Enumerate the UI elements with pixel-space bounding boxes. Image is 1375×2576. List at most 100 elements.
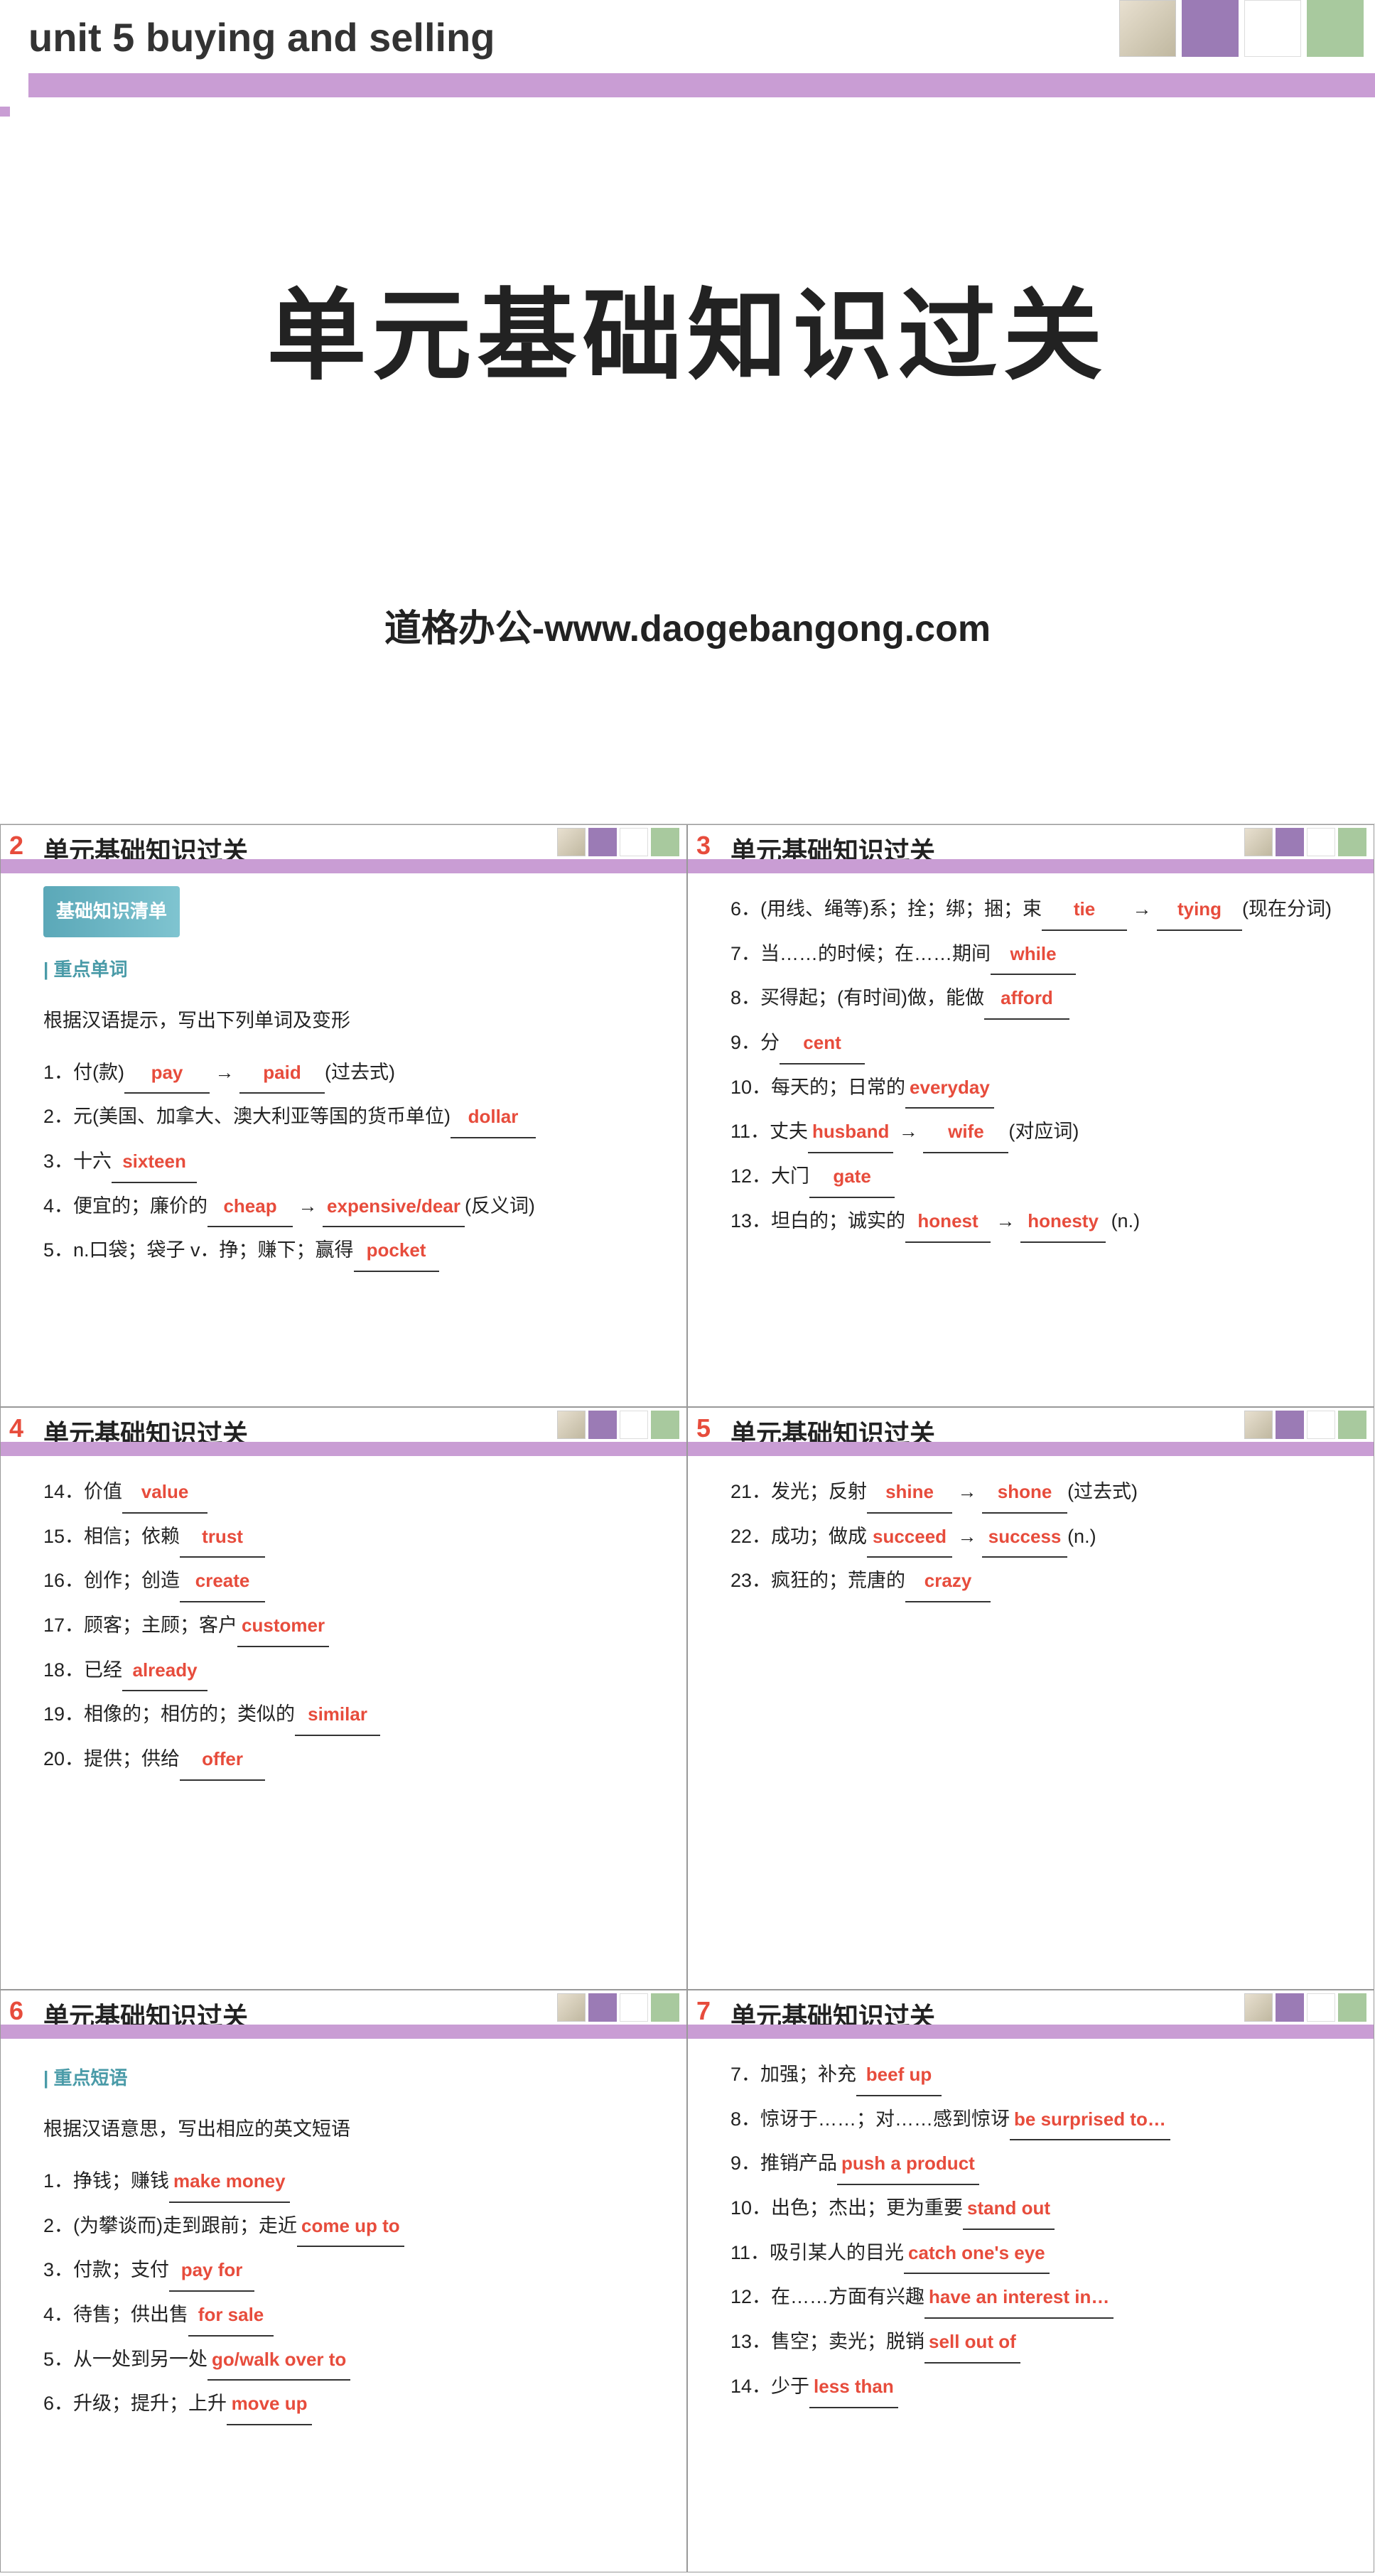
exercise-item: 17．顾客；主顾；客户customer xyxy=(43,1605,658,1647)
exercise-item: 19．相像的；相仿的；类似的similar xyxy=(43,1694,658,1736)
deco-purple-box xyxy=(588,1411,617,1439)
answer-text: while xyxy=(1010,943,1057,964)
side-deco-square xyxy=(0,107,10,117)
answer-text: expensive/dear xyxy=(327,1195,460,1217)
deco-white-box xyxy=(1244,0,1301,57)
answer-text: husband xyxy=(812,1121,889,1142)
thumb-accent-bar xyxy=(688,2025,1374,2039)
exercise-item: 9．推销产品push a product xyxy=(730,2143,1345,2185)
exercise-item: 18．已经already xyxy=(43,1650,658,1692)
answer-text: customer xyxy=(242,1615,325,1636)
answer-blank: tie xyxy=(1042,889,1127,931)
answer-text: cheap xyxy=(223,1195,276,1217)
thumb-content: 7．加强；补充beef up8．惊讶于……；对……感到惊讶be surprise… xyxy=(688,2039,1374,2425)
exercise-item: 11．丈夫husband → wife(对应词) xyxy=(730,1111,1345,1153)
answer-blank: cent xyxy=(780,1023,865,1065)
answer-text: sell out of xyxy=(929,2331,1016,2352)
deco-green-box xyxy=(1338,828,1366,856)
answer-text: tie xyxy=(1074,898,1095,920)
answer-text: pocket xyxy=(367,1239,426,1261)
answer-blank: already xyxy=(122,1650,207,1692)
answer-text: afford xyxy=(1001,987,1053,1008)
exercise-item: 4．便宜的；廉价的cheap → expensive/dear(反义词) xyxy=(43,1186,658,1228)
slide-number: 4 xyxy=(9,1413,23,1443)
exercise-item: 12．大门gate xyxy=(730,1156,1345,1198)
exercise-item: 2．元(美国、加拿大、澳大利亚等国的货币单位)dollar xyxy=(43,1096,658,1138)
exercise-item: 13．坦白的；诚实的honest → honesty (n.) xyxy=(730,1201,1345,1243)
main-title: 单元基础知识过关 xyxy=(0,256,1375,399)
answer-blank: stand out xyxy=(963,2188,1055,2230)
answer-text: paid xyxy=(263,1062,301,1083)
answer-text: succeed xyxy=(873,1526,947,1547)
deco-green-box xyxy=(1338,1411,1366,1439)
answer-text: gate xyxy=(833,1165,870,1187)
slide-number: 6 xyxy=(9,1996,23,2026)
answer-blank: pay xyxy=(124,1052,210,1094)
exercise-item: 10．每天的；日常的everyday xyxy=(730,1067,1345,1109)
answer-blank: value xyxy=(122,1472,207,1514)
thumb-header: 单元基础知识过关 xyxy=(1,1990,686,2039)
thumb-accent-bar xyxy=(1,859,686,873)
deco-green-box xyxy=(651,1993,679,2022)
answer-blank: make money xyxy=(169,2161,290,2203)
answer-text: offer xyxy=(202,1748,243,1769)
instruction-text: 根据汉语意思，写出相应的英文短语 xyxy=(43,2107,658,2151)
answer-blank: afford xyxy=(984,978,1069,1020)
slide-thumbnail: 4单元基础知识过关14．价值value15．相信；依赖trust16．创作；创造… xyxy=(0,1407,687,1990)
answer-text: trust xyxy=(202,1526,243,1547)
thumb-deco-strip xyxy=(1244,1993,1366,2022)
answer-blank: offer xyxy=(180,1739,265,1781)
answer-text: crazy xyxy=(924,1570,972,1591)
exercise-item: 1．挣钱；赚钱make money xyxy=(43,2161,658,2203)
exercise-item: 6．(用线、绳等)系；拴；绑；捆；束tie → tying(现在分词) xyxy=(730,889,1345,931)
deco-purple-box xyxy=(588,1993,617,2022)
answer-text: shone xyxy=(998,1481,1052,1502)
answer-text: already xyxy=(133,1659,198,1681)
answer-text: success xyxy=(988,1526,1062,1547)
slide-thumbnail: 5单元基础知识过关21．发光；反射shine → shone(过去式)22．成功… xyxy=(687,1407,1374,1990)
answer-blank: less than xyxy=(809,2366,898,2408)
answer-text: less than xyxy=(814,2376,894,2397)
answer-blank: similar xyxy=(295,1694,380,1736)
deco-white-box xyxy=(1307,1411,1335,1439)
answer-blank: trust xyxy=(180,1516,265,1558)
answer-text: create xyxy=(195,1570,250,1591)
thumb-deco-strip xyxy=(1244,1411,1366,1439)
answer-text: similar xyxy=(308,1703,367,1725)
thumb-content: 21．发光；反射shine → shone(过去式)22．成功；做成succee… xyxy=(688,1456,1374,1620)
exercise-item: 7．加强；补充beef up xyxy=(730,2054,1345,2096)
exercise-item: 21．发光；反射shine → shone(过去式) xyxy=(730,1472,1345,1514)
answer-blank: sixteen xyxy=(112,1141,197,1183)
answer-blank: gate xyxy=(809,1156,895,1198)
answer-blank: catch one's eye xyxy=(904,2233,1050,2275)
answer-text: value xyxy=(141,1481,189,1502)
answer-blank: move up xyxy=(227,2383,312,2425)
answer-blank: paid xyxy=(239,1052,325,1094)
exercise-item: 2．(为攀谈而)走到跟前；走近come up to xyxy=(43,2206,658,2248)
thumb-content: 6．(用线、绳等)系；拴；绑；捆；束tie → tying(现在分词)7．当……… xyxy=(688,873,1374,1260)
thumb-deco-strip xyxy=(1244,828,1366,856)
answer-text: go/walk over to xyxy=(212,2349,346,2370)
answer-text: be surprised to… xyxy=(1014,2108,1166,2130)
answer-blank: shone xyxy=(982,1472,1067,1514)
deco-green-box xyxy=(651,1411,679,1439)
answer-blank: while xyxy=(991,934,1076,976)
exercise-item: 14．少于less than xyxy=(730,2366,1345,2408)
answer-blank: sell out of xyxy=(924,2322,1020,2364)
section-tag: 基础知识清单 xyxy=(43,886,180,937)
exercise-item: 11．吸引某人的目光catch one's eye xyxy=(730,2233,1345,2275)
deco-purple-box xyxy=(1276,828,1304,856)
answer-blank: beef up xyxy=(856,2054,942,2096)
main-subtitle: 道格办公-www.daogebangong.com xyxy=(0,598,1375,652)
exercise-item: 10．出色；杰出；更为重要stand out xyxy=(730,2188,1345,2230)
sub-label: | 重点短语 xyxy=(43,2057,658,2100)
exercise-item: 14．价值value xyxy=(43,1472,658,1514)
answer-text: come up to xyxy=(301,2215,400,2236)
answer-text: move up xyxy=(232,2393,308,2414)
answer-text: pay xyxy=(151,1062,183,1083)
answer-text: everyday xyxy=(910,1077,990,1098)
slide-number: 5 xyxy=(696,1413,711,1443)
answer-blank: create xyxy=(180,1561,265,1602)
answer-blank: honesty xyxy=(1020,1201,1106,1243)
answer-text: sixteen xyxy=(122,1150,186,1172)
